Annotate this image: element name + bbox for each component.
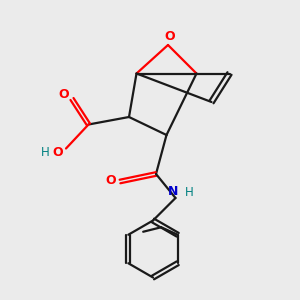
Text: O: O [58,88,69,101]
Text: N: N [168,185,178,198]
Text: O: O [164,29,175,43]
Text: O: O [106,173,116,187]
Text: H: H [184,186,194,199]
Text: H: H [40,146,50,159]
Text: O: O [52,146,63,159]
